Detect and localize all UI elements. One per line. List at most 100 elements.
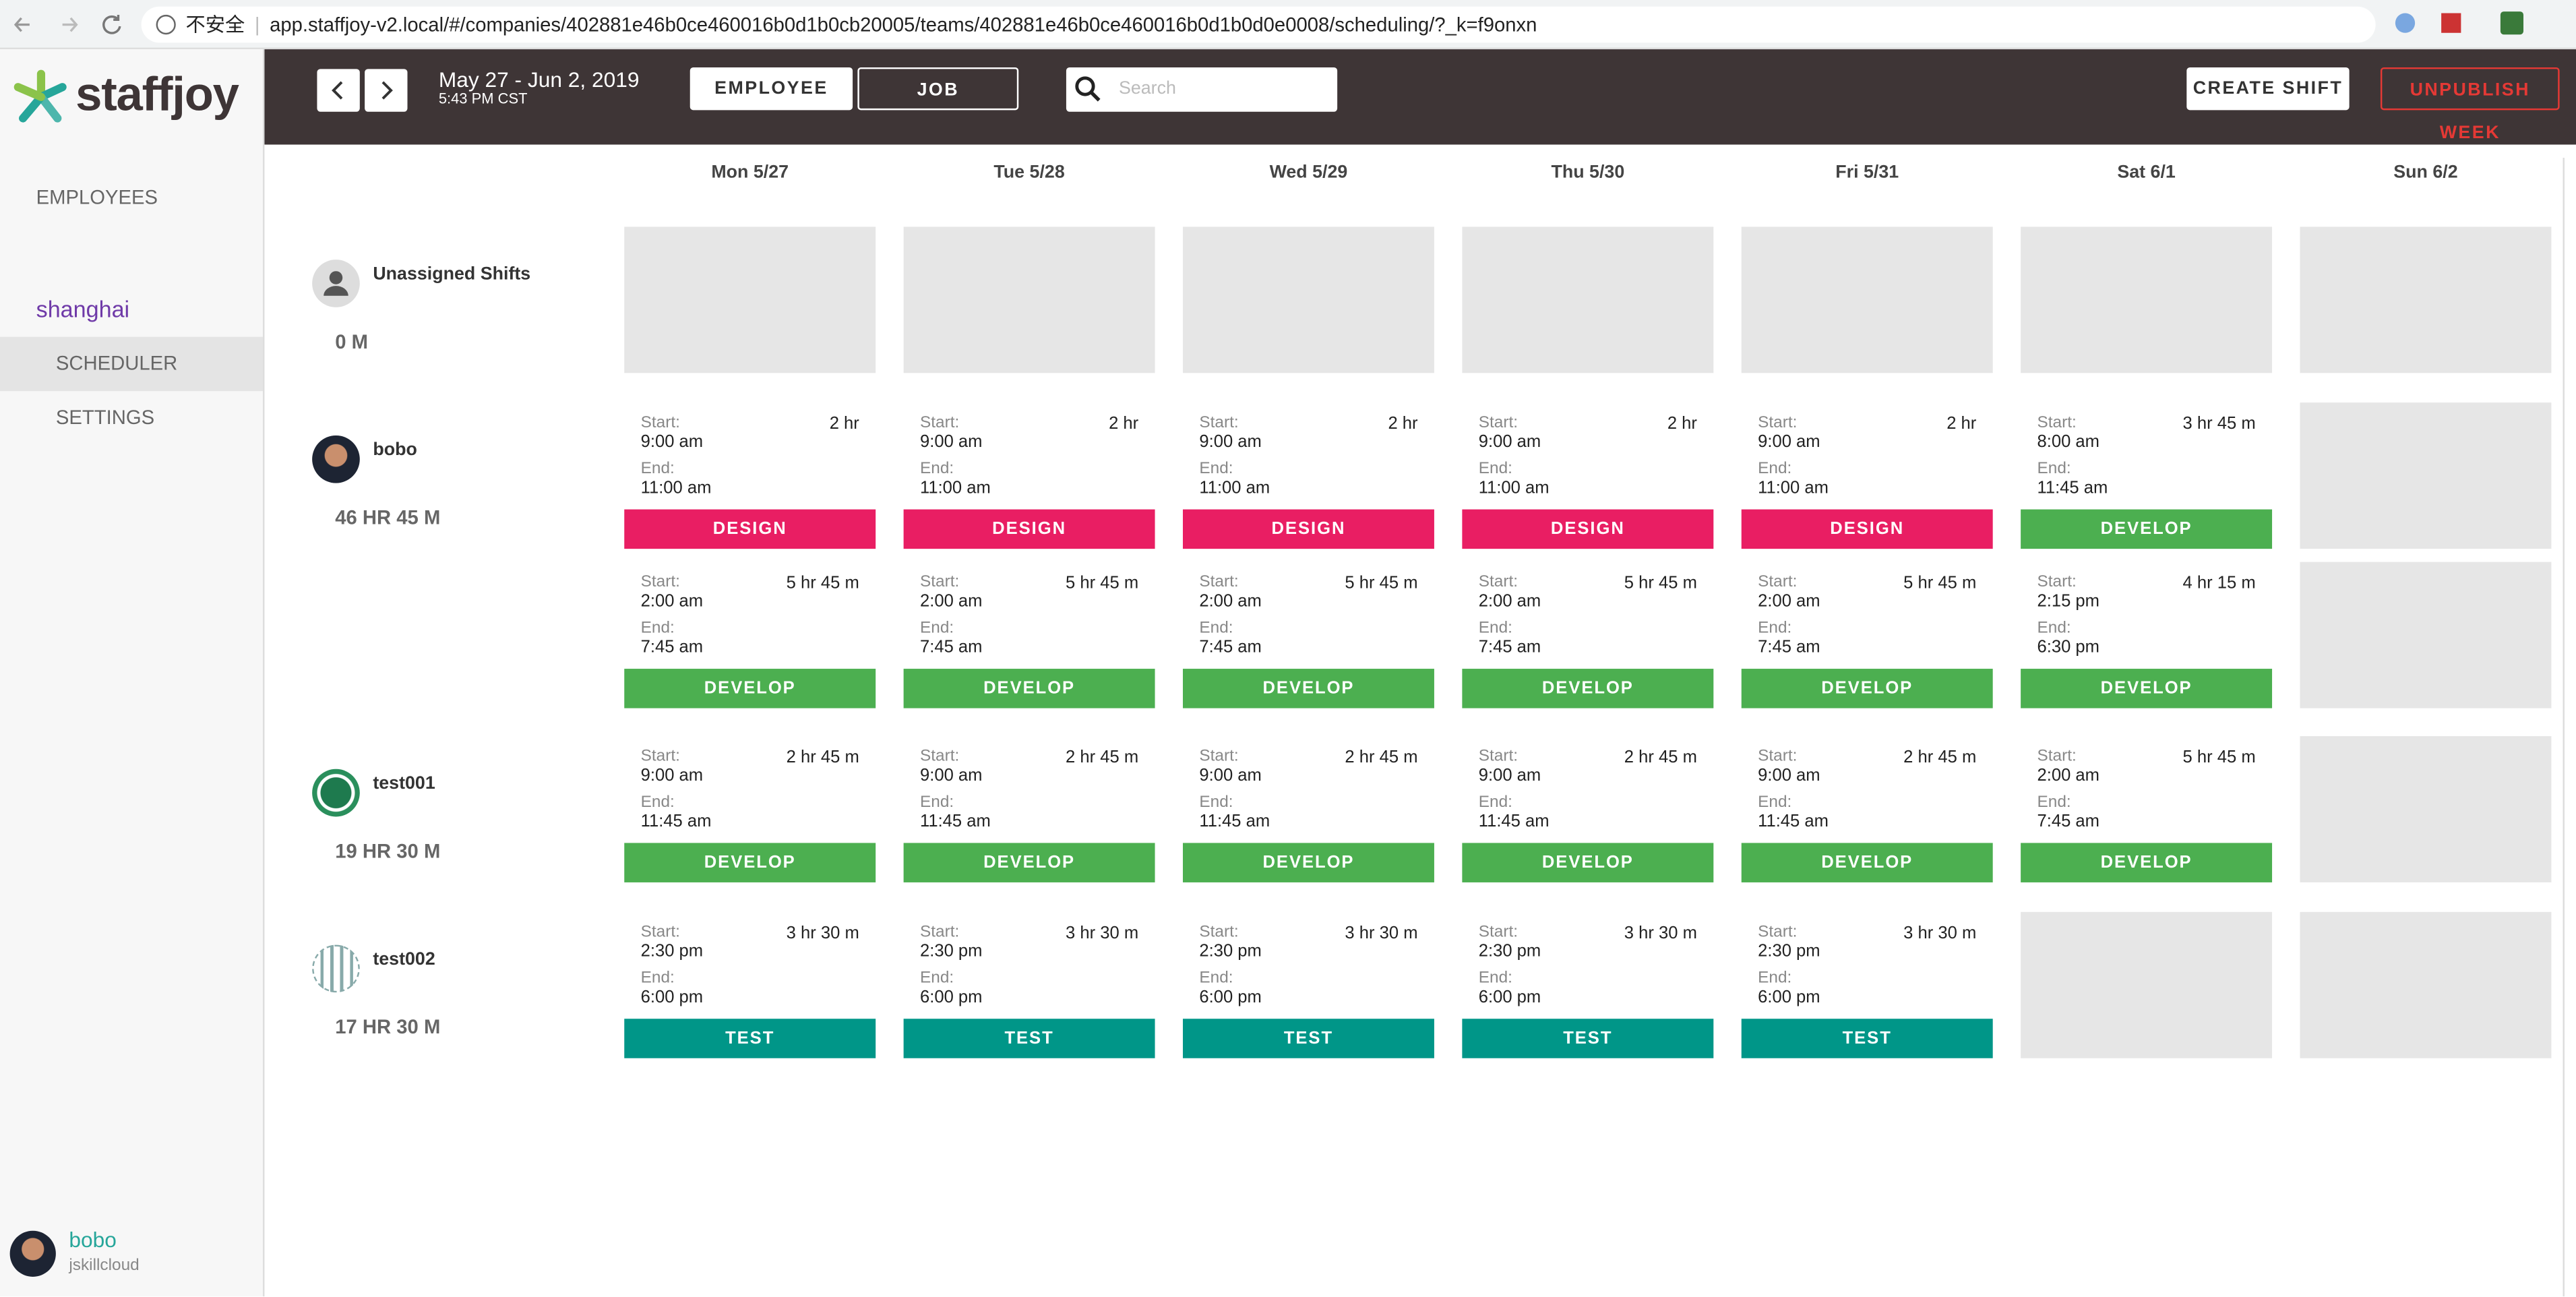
day-header: Fri 5/31	[1835, 162, 1899, 183]
shift-card[interactable]: Start: 9:00 am 2 hr End: 11:00 am DESIGN	[624, 401, 876, 548]
end-time: 11:00 am	[920, 477, 991, 497]
employee-avatar	[312, 434, 360, 483]
empty-slot[interactable]	[1462, 227, 1714, 373]
job-bar: DEVELOP	[2021, 508, 2273, 548]
end-label: End:	[1199, 618, 1233, 637]
search-placeholder: Search	[1118, 79, 1176, 99]
empty-slot[interactable]	[624, 227, 876, 373]
menu-item[interactable]: SETTINGS	[55, 406, 155, 429]
shift-card[interactable]: Start: 2:30 pm 3 hr 30 m End: 6:00 pm TEST	[903, 911, 1155, 1058]
shift-card[interactable]: Start: 8:00 am 3 hr 45 m End: 11:45 am DEVELO…	[2021, 401, 2273, 548]
address-bar[interactable]: 不安全 | app.staffjoy-v2.local/#/companies/40…	[141, 6, 2376, 43]
browser-nav-icons	[13, 14, 121, 34]
start-label: Start:	[640, 413, 680, 431]
empty-slot[interactable]	[2300, 911, 2552, 1058]
empty-slot[interactable]	[2300, 227, 2552, 373]
toolbar: May 27 - Jun 2, 2019 5:43 PM CST EMPLOYE…	[264, 49, 2576, 145]
empty-slot[interactable]	[2300, 736, 2552, 882]
shift-card[interactable]: Start: 2:30 pm 3 hr 30 m End: 6:00 pm TEST	[1462, 911, 1714, 1058]
shift-duration: 5 hr 45 m	[1066, 572, 1139, 593]
start-time: 2:00 am	[1478, 591, 1541, 611]
job-view-button[interactable]: JOB	[857, 67, 1019, 111]
empty-slot[interactable]	[2021, 911, 2273, 1058]
end-label: End:	[640, 459, 675, 478]
unpublish-week-button[interactable]: UNPUBLISH WEEK	[2380, 67, 2560, 143]
shift-card[interactable]: Start: 2:00 am 5 hr 45 m End: 7:45 am DEVELOP	[903, 561, 1155, 708]
start-time: 2:30 pm	[1199, 940, 1262, 961]
empty-slot[interactable]	[2021, 227, 2273, 373]
end-label: End:	[1478, 793, 1512, 812]
employees-link[interactable]: EMPLOYEES	[36, 185, 158, 209]
next-week-button[interactable]	[365, 69, 408, 112]
shift-card[interactable]: Start: 9:00 am 2 hr End: 11:00 am DESIGN	[903, 401, 1155, 548]
end-label: End:	[920, 793, 954, 812]
shift-card[interactable]: Start: 2:30 pm 3 hr 30 m End: 6:00 pm TEST	[1183, 911, 1434, 1058]
start-label: Start:	[920, 413, 960, 431]
empty-slot[interactable]	[2300, 561, 2552, 708]
end-time: 11:45 am	[2037, 477, 2108, 497]
start-time: 9:00 am	[920, 765, 983, 786]
empty-slot[interactable]	[903, 227, 1155, 373]
start-label: Start:	[920, 748, 960, 766]
end-time: 7:45 am	[1199, 636, 1262, 657]
employee-view-button[interactable]: EMPLOYEE	[689, 67, 853, 111]
shift-card[interactable]: Start: 9:00 am 2 hr End: 11:00 am DESIGN	[1741, 401, 1993, 548]
empty-slot[interactable]	[1183, 227, 1434, 373]
job-bar: DEVELOP	[903, 843, 1155, 882]
shift-card[interactable]: Start: 2:30 pm 3 hr 30 m End: 6:00 pm TEST	[624, 911, 876, 1058]
end-time: 11:45 am	[920, 812, 991, 832]
user-company: jskillcloud	[69, 1257, 140, 1275]
shift-card[interactable]: Start: 2:15 pm 4 hr 15 m End: 6:30 pm DEVELOP	[2021, 561, 2273, 708]
end-time: 6:30 pm	[2037, 636, 2100, 657]
start-label: Start:	[1478, 572, 1519, 591]
extension-icon[interactable]	[2441, 13, 2461, 33]
start-label: Start:	[1199, 922, 1239, 941]
end-label: End:	[1478, 618, 1512, 637]
shift-card[interactable]: Start: 2:00 am 5 hr 45 m End: 7:45 am DEVELOP	[2021, 736, 2273, 882]
team-name[interactable]: shanghai	[36, 295, 130, 322]
shift-card[interactable]: Start: 2:00 am 5 hr 45 m End: 7:45 am DEVELOP	[1462, 561, 1714, 708]
job-bar: DEVELOP	[1183, 843, 1434, 882]
extension-icon[interactable]	[2395, 13, 2416, 33]
job-bar: TEST	[1183, 1018, 1434, 1058]
shift-card[interactable]: Start: 9:00 am 2 hr End: 11:00 am DESIGN	[1183, 401, 1434, 548]
end-label: End:	[1199, 459, 1233, 478]
employee-avatar	[312, 944, 360, 992]
profile-icon[interactable]	[2500, 11, 2523, 35]
shift-card[interactable]: Start: 9:00 am 2 hr 45 m End: 11:45 am DEVELO…	[1183, 736, 1434, 882]
empty-slot[interactable]	[1741, 227, 1993, 373]
start-label: Start:	[1478, 413, 1519, 431]
shift-card[interactable]: Start: 9:00 am 2 hr 45 m End: 11:45 am DEVELO…	[1741, 736, 1993, 882]
browser-bar: 不安全 | app.staffjoy-v2.local/#/companies/40…	[0, 0, 2576, 50]
shift-card[interactable]: Start: 2:00 am 5 hr 45 m End: 7:45 am DEVELOP	[1183, 561, 1434, 708]
menu-item[interactable]: SCHEDULER	[55, 351, 178, 375]
job-bar: DESIGN	[1183, 508, 1434, 548]
shift-card[interactable]: Start: 9:00 am 2 hr 45 m End: 11:45 am DEVELO…	[624, 736, 876, 882]
shift-card[interactable]: Start: 2:00 am 5 hr 45 m End: 7:45 am DEVELOP	[1741, 561, 1993, 708]
shift-duration: 2 hr 45 m	[1345, 748, 1418, 768]
shift-card[interactable]: Start: 9:00 am 2 hr 45 m End: 11:45 am DEVELO…	[903, 736, 1155, 882]
prev-week-button[interactable]	[317, 69, 360, 112]
start-time: 2:00 am	[1199, 591, 1262, 611]
shift-card[interactable]: Start: 2:30 pm 3 hr 30 m End: 6:00 pm TEST	[1741, 911, 1993, 1058]
shift-duration: 5 hr 45 m	[1624, 572, 1697, 593]
create-shift-button[interactable]: CREATE SHIFT	[2186, 67, 2350, 111]
user-name[interactable]: bobo	[69, 1227, 117, 1253]
user-avatar[interactable]	[9, 1230, 56, 1277]
shift-card[interactable]: Start: 9:00 am 2 hr End: 11:00 am DESIGN	[1462, 401, 1714, 548]
end-label: End:	[1758, 793, 1792, 812]
shift-card[interactable]: Start: 9:00 am 2 hr 45 m End: 11:45 am DEVELO…	[1462, 736, 1714, 882]
job-bar: DEVELOP	[624, 667, 876, 708]
job-bar: DEVELOP	[903, 667, 1155, 708]
end-time: 11:00 am	[1478, 477, 1550, 497]
info-icon	[156, 14, 176, 35]
search-box[interactable]: Search	[1066, 67, 1338, 112]
shift-duration: 2 hr	[829, 413, 859, 433]
job-bar: DESIGN	[1741, 508, 1993, 548]
shift-card[interactable]: Start: 2:00 am 5 hr 45 m End: 7:45 am DEVELOP	[624, 561, 876, 708]
day-header: Thu 5/30	[1551, 162, 1625, 183]
shift-duration: 2 hr 45 m	[1624, 748, 1697, 768]
empty-slot[interactable]	[2300, 401, 2552, 548]
employee-avatar	[312, 260, 360, 307]
